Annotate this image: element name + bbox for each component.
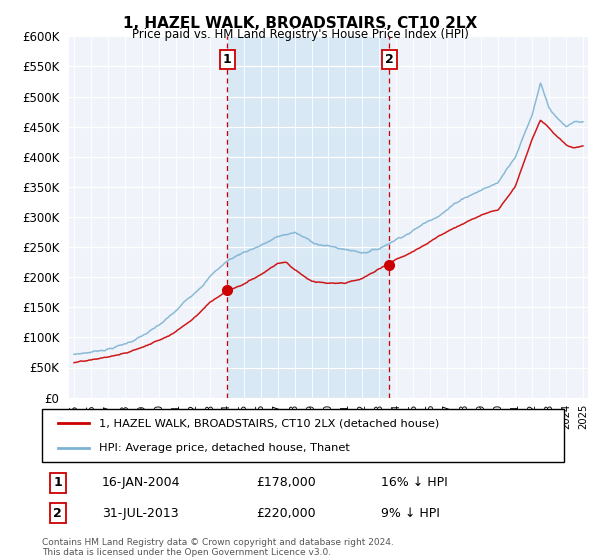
Text: £220,000: £220,000 [256, 507, 316, 520]
Text: Price paid vs. HM Land Registry's House Price Index (HPI): Price paid vs. HM Land Registry's House … [131, 28, 469, 41]
Bar [227, 36, 389, 398]
Text: 1: 1 [223, 53, 232, 66]
Text: 1, HAZEL WALK, BROADSTAIRS, CT10 2LX (detached house): 1, HAZEL WALK, BROADSTAIRS, CT10 2LX (de… [100, 418, 440, 428]
Text: Contains HM Land Registry data © Crown copyright and database right 2024.
This d: Contains HM Land Registry data © Crown c… [42, 538, 394, 557]
Text: 2: 2 [53, 507, 62, 520]
Text: 16-JAN-2004: 16-JAN-2004 [102, 477, 181, 489]
Text: HPI: Average price, detached house, Thanet: HPI: Average price, detached house, Than… [100, 442, 350, 452]
Text: 1: 1 [53, 477, 62, 489]
Text: 31-JUL-2013: 31-JUL-2013 [102, 507, 179, 520]
Text: 2: 2 [385, 53, 394, 66]
Text: 9% ↓ HPI: 9% ↓ HPI [382, 507, 440, 520]
FancyBboxPatch shape [42, 409, 564, 462]
Text: 16% ↓ HPI: 16% ↓ HPI [382, 477, 448, 489]
Text: £178,000: £178,000 [256, 477, 316, 489]
Text: 1, HAZEL WALK, BROADSTAIRS, CT10 2LX: 1, HAZEL WALK, BROADSTAIRS, CT10 2LX [123, 16, 477, 31]
